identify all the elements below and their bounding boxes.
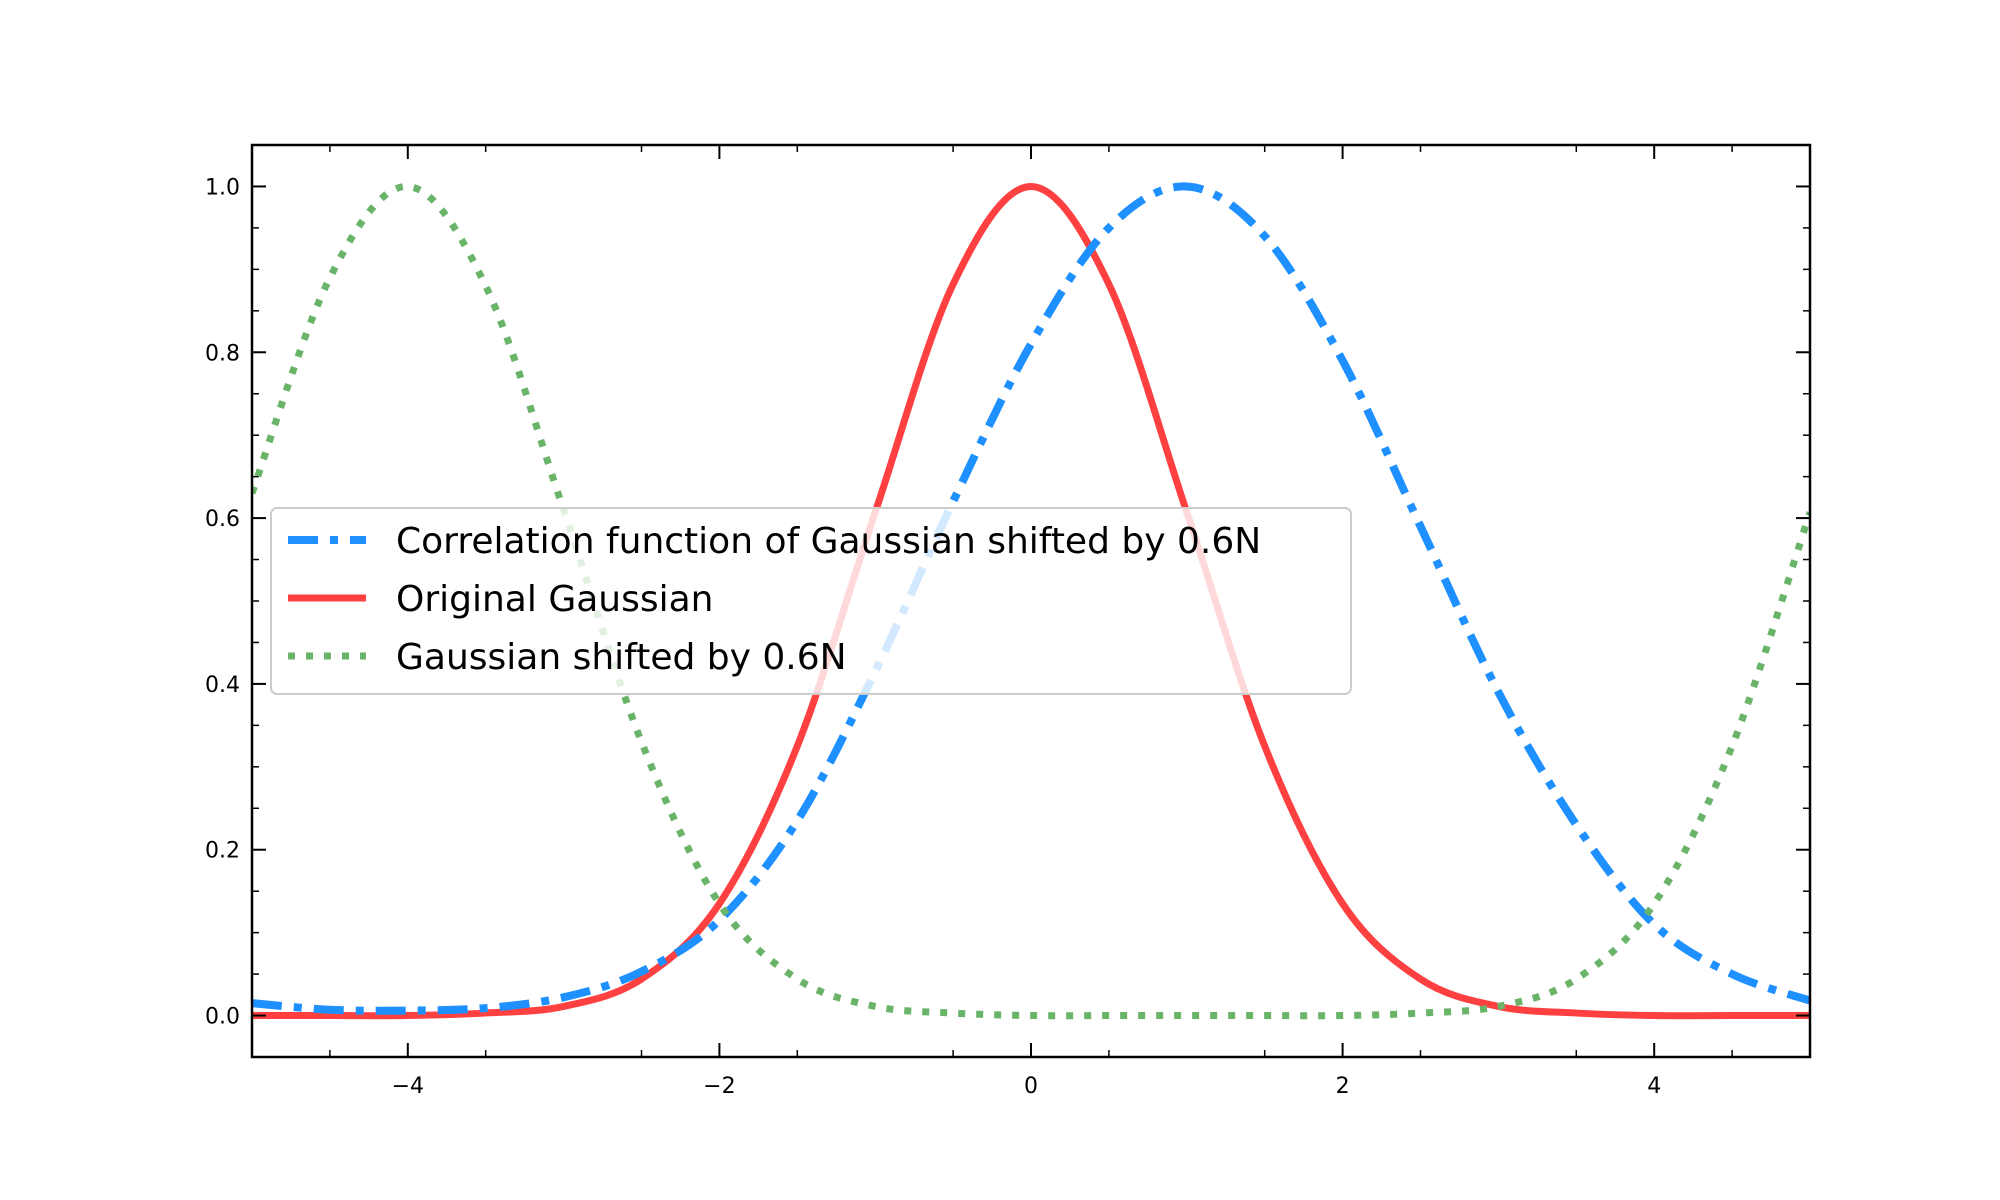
x-tick-label: 0 [1024, 1074, 1038, 1099]
y-tick-label: 1.0 [205, 175, 240, 200]
x-tick-label: −2 [703, 1074, 735, 1099]
legend-label-correlation: Correlation function of Gaussian shifted… [396, 521, 1261, 562]
legend: Correlation function of Gaussian shifted… [270, 507, 1352, 695]
y-tick-label: 0.4 [205, 673, 240, 698]
series-line-0 [252, 182, 1810, 1015]
series-layer [252, 182, 1810, 1020]
x-tick-label: 2 [1336, 1074, 1350, 1099]
x-tick-label: 4 [1647, 1074, 1661, 1099]
y-tick-label: 0.0 [205, 1005, 240, 1030]
y-tick-label: 0.2 [205, 839, 240, 864]
x-tick-label: −4 [392, 1074, 424, 1099]
legend-box [270, 507, 1352, 695]
legend-label-original: Original Gaussian [396, 579, 713, 620]
y-tick-label: 0.8 [205, 341, 240, 366]
series-line-2 [252, 182, 1810, 1020]
legend-label-shifted: Gaussian shifted by 0.6N [396, 637, 847, 678]
y-axis: 0.0 0.2 0.4 0.6 0.8 1.0 [205, 175, 1810, 1030]
x-axis: −4 −2 0 2 4 [392, 145, 1661, 1099]
y-tick-label: 0.6 [205, 507, 240, 532]
